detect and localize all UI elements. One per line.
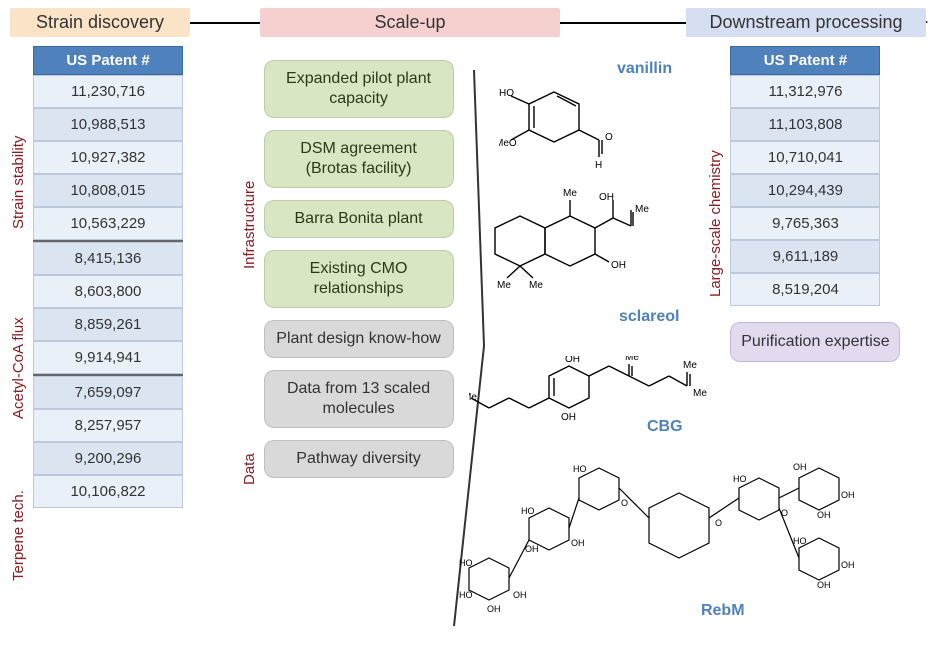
- patent-cell: 9,200,296: [33, 442, 183, 475]
- svg-text:HO: HO: [499, 88, 514, 99]
- svg-text:MeO: MeO: [499, 138, 517, 149]
- svg-text:HO: HO: [733, 474, 747, 484]
- mol-structure-sclareol: Me Me OH OH Me Me: [485, 186, 665, 316]
- svg-text:H: H: [595, 160, 602, 171]
- svg-text:OH: OH: [565, 356, 580, 365]
- svg-text:OH: OH: [525, 544, 539, 554]
- left-patent-table: US Patent # 11,230,71610,988,51310,927,3…: [33, 46, 183, 508]
- svg-text:OH: OH: [817, 580, 831, 590]
- patent-cell: 11,103,808: [730, 108, 880, 141]
- scaleup-vertical-labels: Infrastructure Data: [241, 46, 258, 568]
- patent-cell: 9,611,189: [730, 240, 880, 273]
- svg-text:OH: OH: [599, 192, 614, 203]
- svg-text:HO: HO: [459, 590, 473, 600]
- scaleup-box: Plant design know-how: [264, 320, 454, 358]
- vlabel-large-scale-chem: Large-scale chemistry: [707, 84, 724, 364]
- svg-text:HO: HO: [573, 464, 587, 474]
- svg-text:OH: OH: [561, 412, 576, 423]
- svg-text:O: O: [621, 498, 628, 508]
- phase-header: Strain discovery Scale-up Downstream pro…: [10, 4, 926, 40]
- left-vertical-labels: Strain stability Acetyl-CoA flux Terpene…: [10, 46, 27, 620]
- svg-text:Me: Me: [683, 360, 697, 371]
- scaleup-box: Barra Bonita plant: [264, 200, 454, 238]
- patent-cell: 10,710,041: [730, 141, 880, 174]
- patent-cell: 10,988,513: [33, 108, 183, 141]
- patent-cell: 11,230,716: [33, 75, 183, 108]
- svg-text:Me: Me: [497, 280, 511, 291]
- vlabel-terpene: Terpene tech.: [10, 456, 27, 616]
- svg-text:OH: OH: [793, 462, 807, 472]
- svg-text:Me: Me: [469, 392, 477, 403]
- svg-text:Me: Me: [529, 280, 543, 291]
- patent-cell: 7,659,097: [33, 376, 183, 409]
- phase-downstream: Downstream processing: [686, 8, 926, 37]
- patent-cell: 9,914,941: [33, 341, 183, 374]
- svg-text:O: O: [605, 132, 613, 143]
- patent-cell: 10,927,382: [33, 141, 183, 174]
- patent-cell: 10,294,439: [730, 174, 880, 207]
- scaleup-box: Existing CMO relationships: [264, 250, 454, 308]
- svg-text:HO: HO: [459, 558, 473, 568]
- scaleup-box: Data from 13 scaled molecules: [264, 370, 454, 428]
- patent-cell: 9,765,363: [730, 207, 880, 240]
- patent-cell: 8,257,957: [33, 409, 183, 442]
- svg-text:HO: HO: [793, 536, 807, 546]
- svg-text:OH: OH: [841, 560, 855, 570]
- phase-scale-up: Scale-up: [260, 8, 560, 37]
- svg-text:Me: Me: [563, 188, 577, 199]
- right-vertical-labels: Large-scale chemistry: [707, 46, 724, 368]
- vlabel-data: Data: [241, 374, 258, 564]
- patent-cell: 10,106,822: [33, 475, 183, 508]
- svg-text:OH: OH: [611, 260, 626, 271]
- molecule-column: vanillin sclareol CBG RebM HO MeO H O: [479, 46, 707, 642]
- mol-structure-cbg: OH OH Me Me Me Me: [469, 356, 709, 426]
- svg-text:Me: Me: [625, 356, 639, 363]
- svg-text:HO: HO: [521, 506, 535, 516]
- svg-text:OH: OH: [841, 490, 855, 500]
- svg-text:OH: OH: [571, 538, 585, 548]
- scaleup-box: Expanded pilot plant capacity: [264, 60, 454, 118]
- right-patent-header: US Patent #: [730, 46, 880, 75]
- patent-cell: 10,563,229: [33, 207, 183, 240]
- svg-text:O: O: [715, 518, 722, 528]
- svg-text:O: O: [781, 508, 788, 518]
- patent-cell: 10,808,015: [33, 174, 183, 207]
- mol-label-vanillin: vanillin: [617, 60, 672, 78]
- vlabel-infrastructure: Infrastructure: [241, 90, 258, 360]
- phase-strain-discovery: Strain discovery: [10, 8, 190, 37]
- svg-text:OH: OH: [817, 510, 831, 520]
- patent-cell: 8,859,261: [33, 308, 183, 341]
- right-patent-table: US Patent # 11,312,97611,103,80810,710,0…: [730, 46, 880, 306]
- purification-box: Purification expertise: [730, 322, 900, 362]
- mol-structure-vanillin: HO MeO H O: [499, 82, 629, 172]
- patent-cell: 8,603,800: [33, 275, 183, 308]
- left-patent-header: US Patent #: [33, 46, 183, 75]
- left-column: Strain stability Acetyl-CoA flux Terpene…: [10, 46, 229, 642]
- scaleup-boxes: Expanded pilot plant capacity DSM agreeme…: [264, 46, 454, 478]
- patent-cell: 8,415,136: [33, 242, 183, 275]
- scaleup-box: Pathway diversity: [264, 440, 454, 478]
- mol-structure-rebm: HO HO OH OH HO OH OH HO O HO O OH OH OH HO OH OH O: [429, 448, 909, 638]
- svg-text:Me: Me: [693, 388, 707, 399]
- patent-cell: 8,519,204: [730, 273, 880, 306]
- svg-text:OH: OH: [487, 604, 501, 614]
- scaleup-box: DSM agreement (Brotas facility): [264, 130, 454, 188]
- vlabel-strain-stability: Strain stability: [10, 84, 27, 280]
- svg-text:OH: OH: [513, 590, 527, 600]
- patent-cell: 11,312,976: [730, 75, 880, 108]
- svg-text:Me: Me: [635, 204, 649, 215]
- vlabel-acetyl-coa: Acetyl-CoA flux: [10, 288, 27, 448]
